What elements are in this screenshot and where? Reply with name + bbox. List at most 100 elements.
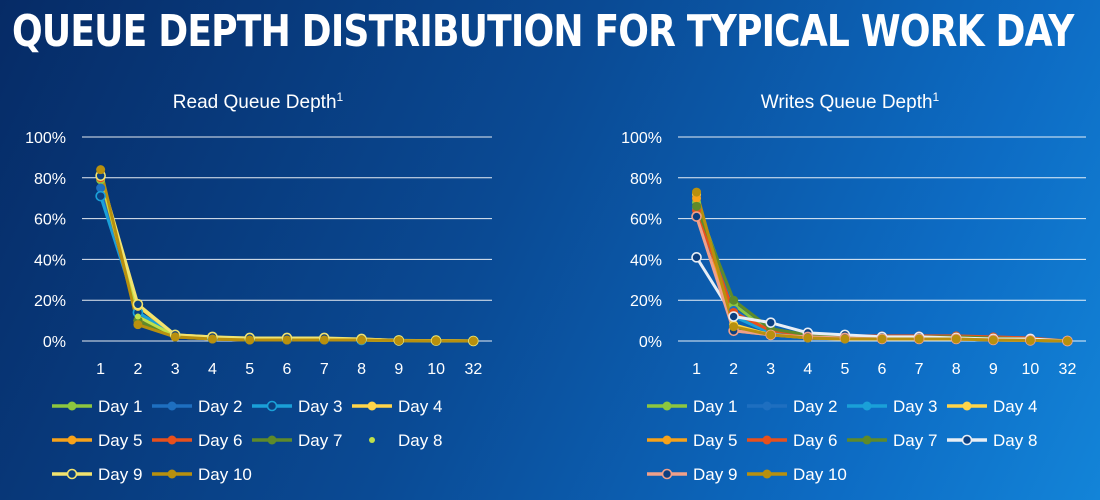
legend-item: Day 4 [352, 397, 442, 416]
data-point [357, 335, 367, 345]
data-point [988, 335, 998, 345]
legend-item: Day 8 [369, 431, 442, 450]
data-point [692, 187, 702, 197]
legend-label: Day 3 [298, 397, 342, 416]
legend-item: Day 7 [252, 431, 342, 450]
legend-item: Day 7 [847, 431, 937, 450]
data-point [914, 334, 924, 344]
y-tick-label: 80% [34, 171, 66, 188]
data-point [207, 334, 217, 344]
x-tick-label: 3 [171, 361, 180, 378]
legend-label: Day 2 [198, 397, 242, 416]
legend-item: Day 6 [152, 431, 242, 450]
data-point [691, 211, 702, 222]
chart-title-superscript: 1 [337, 90, 344, 104]
legend-label: Day 1 [693, 397, 737, 416]
data-point [766, 330, 776, 340]
legend-swatch-marker [267, 435, 277, 445]
legend-swatch-marker [862, 435, 872, 445]
x-tick-label: 2 [729, 361, 738, 378]
data-point [1062, 336, 1072, 346]
data-point [394, 336, 404, 346]
x-tick-label: 4 [208, 361, 217, 378]
data-point [951, 334, 961, 344]
series-line [99, 173, 474, 343]
legend-label: Day 10 [793, 465, 847, 484]
legend-item: Day 10 [152, 465, 252, 484]
legend-label: Day 5 [693, 431, 737, 450]
x-tick-label: 4 [803, 361, 812, 378]
legend-swatch-marker [167, 401, 177, 411]
data-point [95, 190, 106, 202]
legend-item: Day 10 [747, 465, 847, 484]
series-line [99, 169, 474, 343]
y-tick-label: 60% [34, 212, 66, 229]
legend-label: Day 6 [793, 431, 837, 450]
data-point [691, 252, 702, 263]
series-line [695, 209, 1068, 343]
legend-label: Day 7 [893, 431, 937, 450]
data-point [282, 335, 292, 345]
legend-swatch-marker [662, 401, 672, 411]
legend-swatch-marker [367, 401, 377, 411]
x-tick-label: 6 [283, 361, 292, 378]
data-point [245, 335, 255, 345]
legend-swatch-marker [862, 401, 872, 411]
legend-item: Day 5 [52, 431, 142, 450]
x-tick-label: 5 [840, 361, 849, 378]
legend-label: Day 4 [398, 397, 442, 416]
legend-label: Day 10 [198, 465, 252, 484]
legend-swatch-marker [266, 400, 278, 412]
data-point [319, 335, 329, 345]
series-line [99, 175, 474, 343]
legend-swatch-marker [167, 435, 177, 445]
legend-swatch-marker [762, 401, 772, 411]
legend-item: Day 2 [152, 397, 242, 416]
legend-item: Day 1 [647, 397, 737, 416]
data-point [468, 336, 478, 346]
legend-label: Day 1 [98, 397, 142, 416]
legend-label: Day 4 [993, 397, 1037, 416]
x-tick-label: 32 [1059, 361, 1077, 378]
y-tick-label: 80% [630, 171, 662, 188]
y-tick-label: 100% [25, 130, 66, 147]
chart-title: Writes Queue Depth1 [761, 90, 940, 113]
legend-item: Day 2 [747, 397, 837, 416]
data-point [134, 313, 141, 320]
legend-swatch-marker [962, 401, 972, 411]
y-tick-label: 100% [621, 130, 662, 147]
y-tick-label: 0% [639, 334, 662, 351]
x-tick-label: 3 [766, 361, 775, 378]
legend-swatch-marker [66, 468, 78, 480]
legend-swatch-marker [67, 401, 77, 411]
legend-label: Day 6 [198, 431, 242, 450]
data-point [431, 336, 441, 346]
series-line [99, 179, 474, 343]
chart-title-text: Read Queue Depth [173, 92, 337, 113]
x-tick-label: 7 [915, 361, 924, 378]
data-point [96, 183, 106, 193]
chart-title-superscript: 1 [933, 90, 940, 104]
x-tick-label: 10 [427, 361, 445, 378]
x-tick-label: 5 [245, 361, 254, 378]
x-tick-label: 1 [692, 361, 701, 378]
legend-swatch-marker [369, 437, 375, 443]
data-point [803, 333, 813, 343]
legend-swatch-marker [662, 435, 672, 445]
legend-swatch-marker [167, 469, 177, 479]
page-title: QUEUE DEPTH DISTRIBUTION FOR TYPICAL WOR… [12, 6, 1074, 57]
y-tick-label: 40% [34, 252, 66, 269]
legend-item: Day 4 [947, 397, 1037, 416]
legend-item: Day 9 [52, 465, 142, 484]
legend-item: Day 5 [647, 431, 737, 450]
x-tick-label: 9 [394, 361, 403, 378]
y-tick-label: 60% [630, 212, 662, 229]
legend-swatch-marker [67, 435, 77, 445]
data-point [877, 334, 887, 344]
legend-item: Day 3 [252, 397, 342, 416]
legend-label: Day 7 [298, 431, 342, 450]
legend-label: Day 2 [793, 397, 837, 416]
legend-item: Day 8 [947, 431, 1037, 450]
